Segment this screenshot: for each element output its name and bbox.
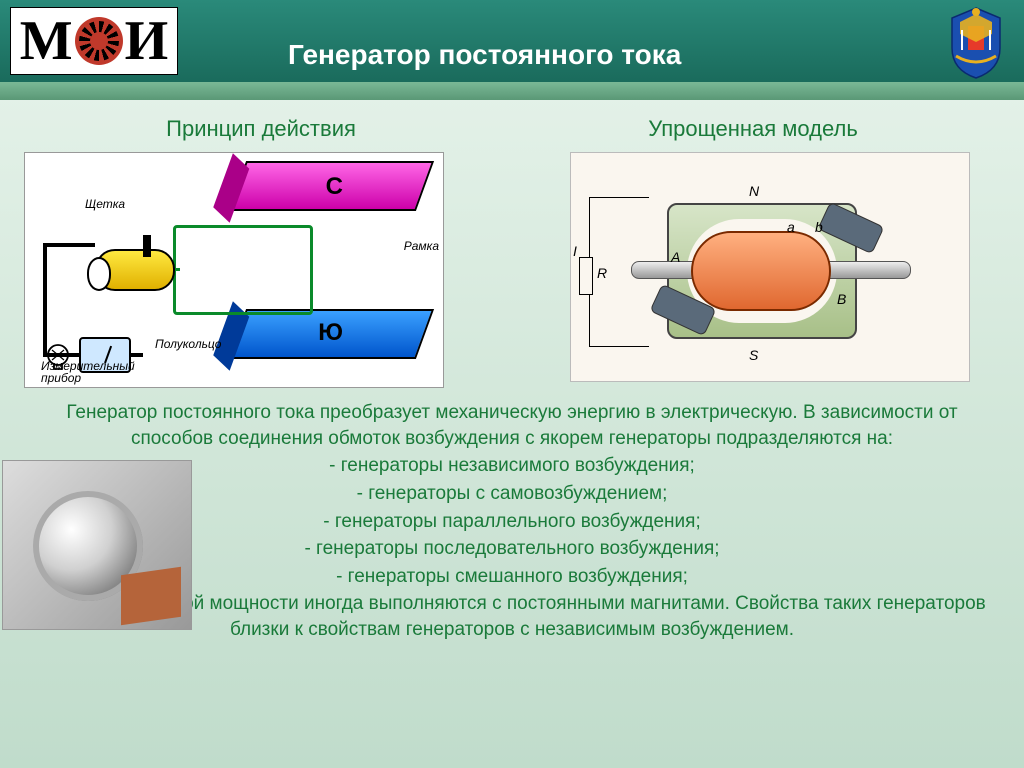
figures-row: С Ю Щетка Рамка Полукольцо Измерительный…	[20, 152, 1004, 388]
wire	[43, 243, 95, 247]
header-stripe	[0, 82, 1024, 100]
brush	[143, 235, 151, 257]
subtitle-left: Принцип действия	[166, 116, 356, 142]
rotor	[691, 231, 831, 311]
label-a: a	[787, 219, 795, 235]
label-b: b	[815, 219, 823, 235]
wire	[43, 243, 47, 353]
figure-principle: С Ю Щетка Рамка Полукольцо Измерительный…	[24, 152, 444, 388]
label-s: S	[749, 347, 758, 363]
logo-letter-i: И	[125, 13, 169, 69]
label-halfring: Полукольцо	[155, 337, 221, 351]
subtitle-right: Упрощенная модель	[648, 116, 858, 142]
slide-content: Принцип действия Упрощенная модель С Ю Щ…	[0, 100, 1024, 643]
label-a-cap: A	[671, 249, 680, 265]
body-intro: Генератор постоянного тока преобразует м…	[30, 400, 994, 451]
header-bar: М И Генератор постоянного тока	[0, 0, 1024, 82]
label-frame: Рамка	[404, 239, 439, 253]
label-r: R	[597, 265, 607, 281]
armature-loop	[173, 225, 313, 315]
figure-model: R I N S A B a b	[570, 152, 970, 382]
logo-gear-icon	[75, 17, 123, 65]
south-label: Ю	[318, 319, 343, 347]
label-instrument-2: прибор	[41, 371, 81, 385]
commutator	[95, 249, 175, 291]
resistor	[579, 257, 593, 295]
label-i: I	[573, 243, 577, 259]
generator-photo	[2, 460, 192, 630]
mei-logo: М И	[10, 7, 178, 75]
coat-of-arms-icon	[940, 4, 1012, 82]
body-wrap: Генератор постоянного тока преобразует м…	[20, 400, 1004, 643]
north-label: С	[326, 173, 343, 201]
label-b-cap: B	[837, 291, 846, 307]
subtitle-row: Принцип действия Упрощенная модель	[20, 110, 1004, 152]
page-title: Генератор постоянного тока	[288, 39, 681, 71]
label-n: N	[749, 183, 759, 199]
label-brush: Щетка	[85, 197, 125, 211]
logo-letter-m: М	[20, 13, 73, 69]
